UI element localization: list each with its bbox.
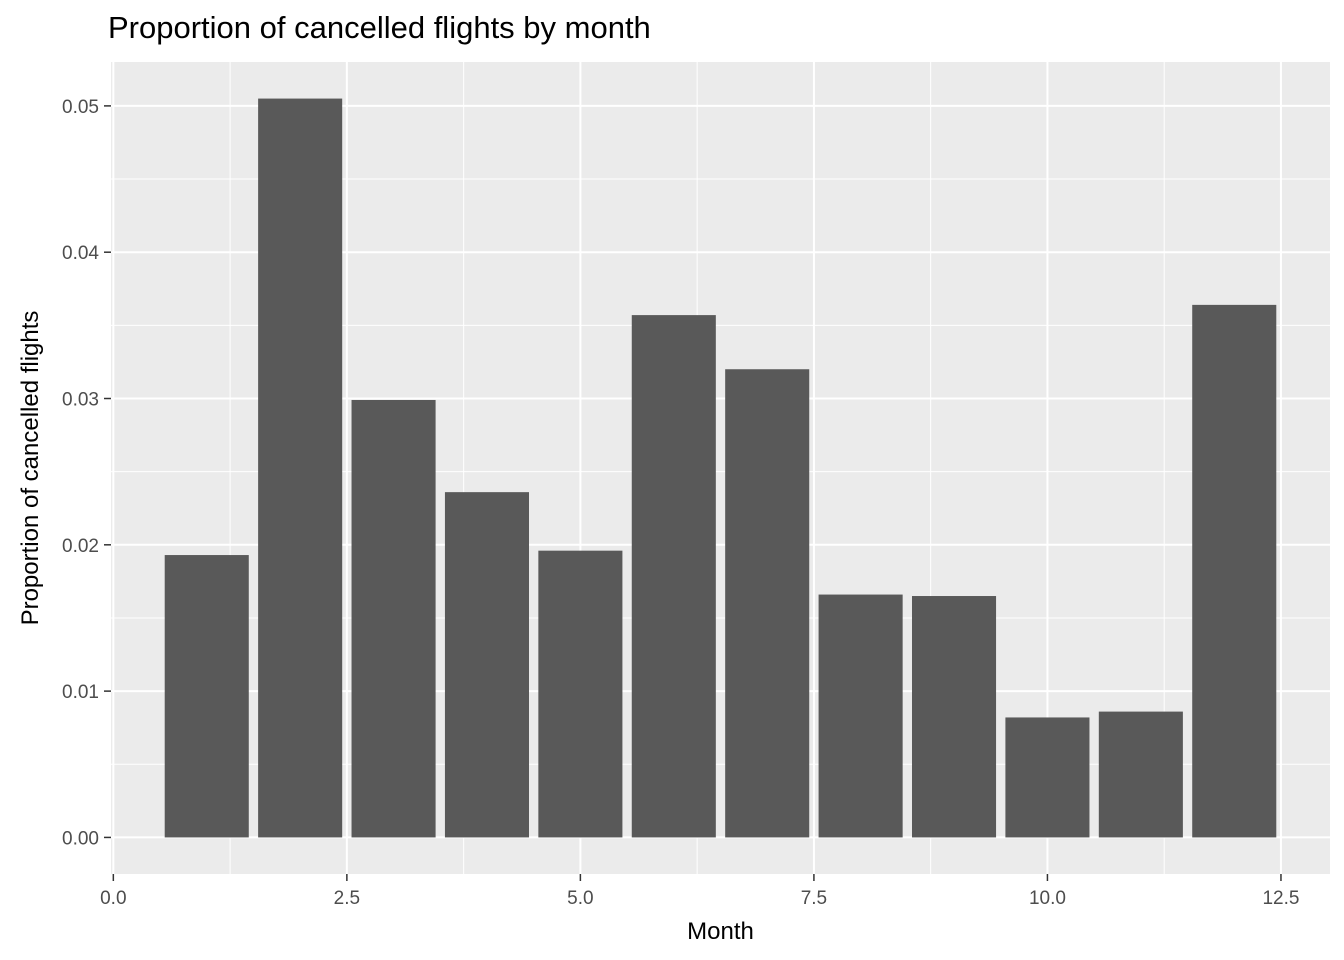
y-tick-label: 0.00 [62,828,99,849]
y-tick-label: 0.04 [62,243,99,264]
bar-month-3 [351,399,436,838]
x-tick-label: 5.0 [567,888,593,909]
x-tick-label: 12.5 [1262,888,1299,909]
bar-month-4 [444,492,530,838]
bar-month-9 [911,596,997,838]
x-tick-label: 10.0 [1029,888,1066,909]
bar-month-10 [1005,717,1090,838]
bar-month-7 [725,369,810,838]
axes: 0.0 2.5 5.0 7.5 10.0 12.5 0.00 0.01 0.02 0.03 0.04… [62,97,1299,909]
bar-month-5 [538,550,623,838]
bar-month-12 [1192,304,1277,838]
bar-month-8 [818,594,903,838]
y-tick-label: 0.03 [62,390,99,411]
bar-month-2 [258,98,343,838]
bars [164,98,1277,838]
y-tick-label: 0.02 [62,536,99,557]
bar-month-11 [1098,711,1183,838]
bar-month-6 [631,315,716,838]
chart-title: Proportion of cancelled flights by month [108,10,651,45]
x-tick-label: 0.0 [100,888,126,909]
x-tick-label: 2.5 [334,888,360,909]
y-axis-title: Proportion of cancelled flights [17,311,44,626]
x-axis-title: Month [687,918,754,945]
bar-month-1 [164,555,249,838]
y-tick-label: 0.05 [62,97,99,118]
y-tick-label: 0.01 [62,682,99,703]
x-tick-label: 7.5 [801,888,827,909]
